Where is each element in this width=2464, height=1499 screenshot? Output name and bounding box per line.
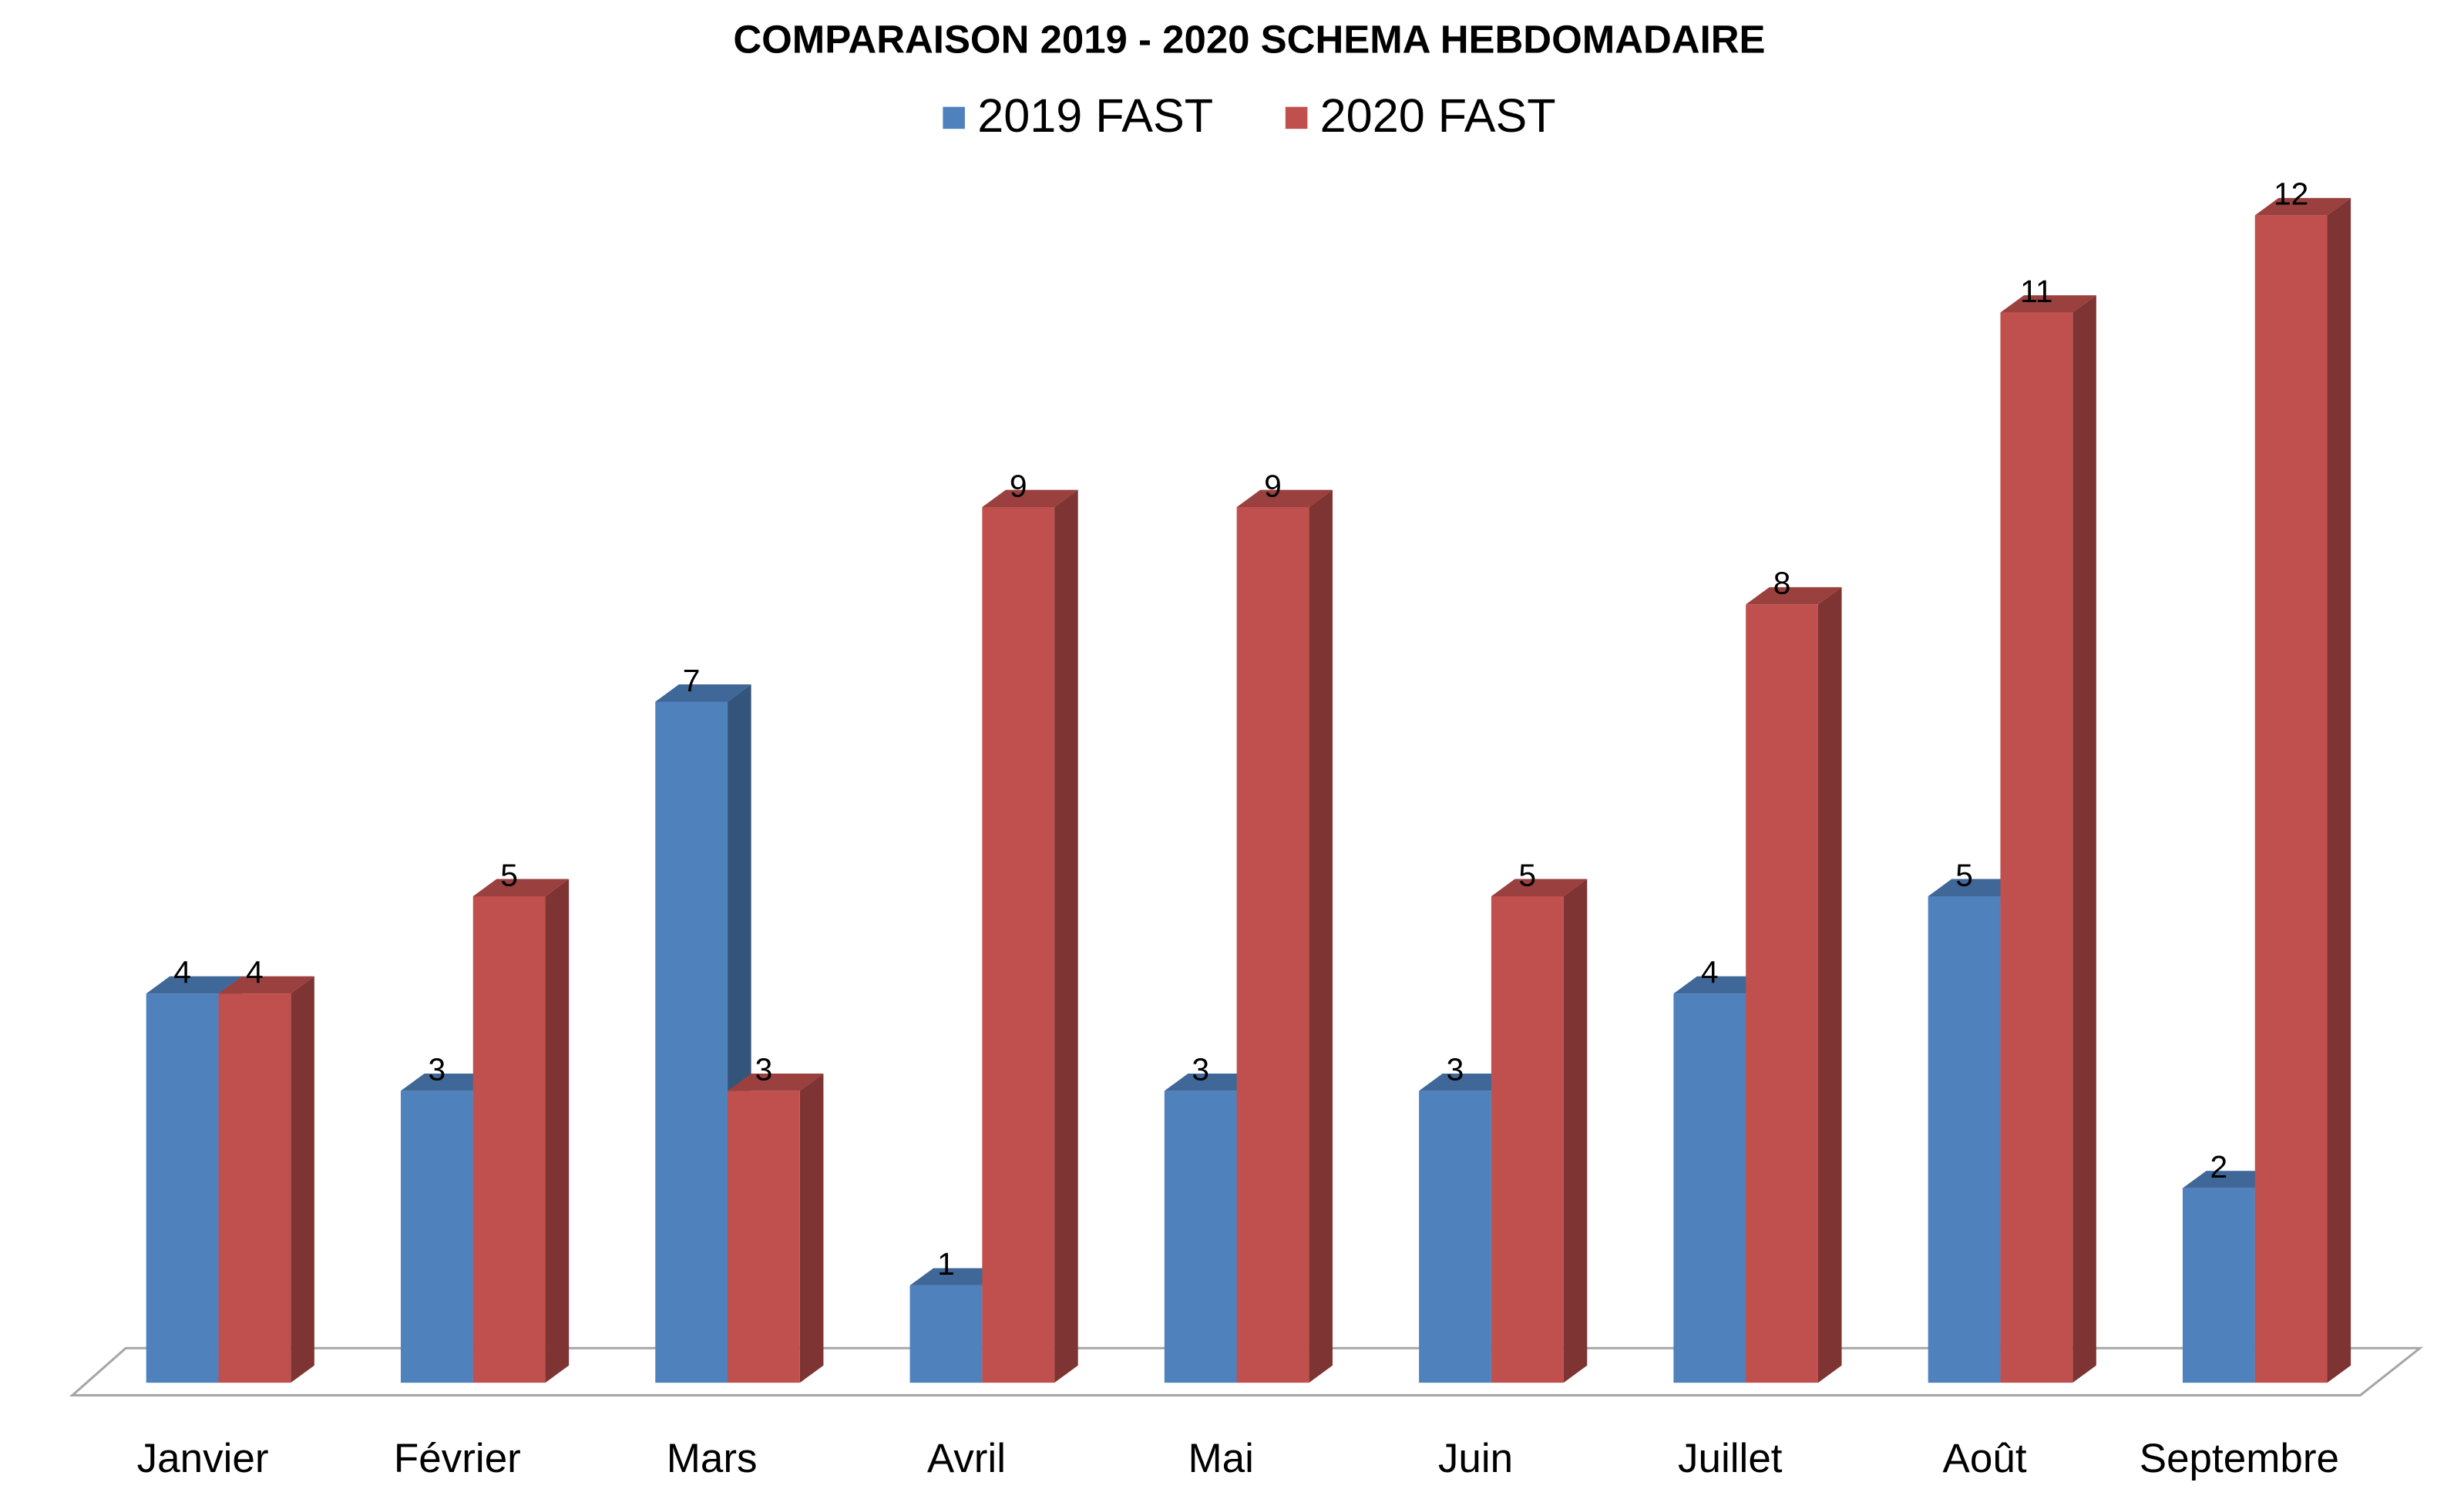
bar	[1491, 896, 1564, 1383]
bar-side	[545, 879, 570, 1383]
x-tick-label: Avril	[927, 1436, 1006, 1481]
bar	[1673, 993, 1746, 1383]
bar	[1746, 604, 1818, 1383]
data-label: 9	[1010, 468, 1027, 503]
bar	[1236, 507, 1309, 1383]
x-tick-label: Mars	[667, 1436, 758, 1481]
bar-top	[1491, 879, 1588, 896]
bar-top	[1236, 489, 1333, 508]
bar	[1928, 896, 2001, 1383]
bar-top	[909, 1268, 1006, 1286]
bar-top	[728, 1073, 824, 1091]
floor	[69, 1346, 2424, 1396]
bar	[400, 1091, 473, 1383]
bar-top	[1746, 586, 1842, 605]
bar-top	[146, 976, 243, 994]
bar-side	[1054, 489, 1078, 1383]
bar-top	[655, 684, 751, 702]
x-tick-label: Juillet	[1678, 1436, 1783, 1481]
bar-top	[1928, 879, 2025, 896]
x-tick-label: Septembre	[2140, 1436, 2339, 1481]
data-label: 11	[2020, 274, 2052, 309]
data-label: 12	[2274, 176, 2308, 212]
bar-side	[2072, 295, 2096, 1383]
bar-top	[2254, 197, 2351, 216]
bar	[909, 1285, 983, 1383]
data-label: 3	[1447, 1052, 1464, 1087]
bar	[218, 993, 291, 1383]
bar	[1419, 1091, 1491, 1383]
data-label: 5	[1955, 857, 1973, 892]
data-label: 1	[937, 1246, 955, 1282]
legend-swatch	[943, 106, 965, 129]
x-tick-label: Février	[394, 1436, 521, 1481]
data-label: 7	[683, 663, 701, 698]
data-label: 5	[1518, 857, 1536, 892]
data-label: 3	[755, 1052, 773, 1087]
bar	[2182, 1188, 2255, 1383]
bar-top	[1673, 976, 1770, 994]
bar	[728, 1091, 800, 1383]
x-tick-label: Juin	[1438, 1436, 1513, 1481]
x-tick-label: Janvier	[137, 1436, 269, 1481]
data-label: 4	[173, 954, 191, 990]
data-label: 3	[429, 1052, 446, 1087]
bar	[1164, 1091, 1237, 1383]
bar-side	[1817, 586, 1842, 1383]
bar-top	[2182, 1171, 2279, 1188]
legend-label: 2020 FAST	[1320, 89, 1556, 142]
data-label: 5	[500, 857, 518, 892]
data-label: 8	[1773, 566, 1791, 601]
data-label: 4	[1701, 954, 1719, 990]
x-tick-label: Août	[1943, 1436, 2027, 1481]
bar-side	[1563, 879, 1588, 1383]
bar-top	[218, 976, 314, 994]
bar-side	[291, 976, 314, 1383]
bar-side	[1309, 489, 1333, 1383]
bar-side	[2327, 197, 2351, 1383]
bar-side	[799, 1073, 824, 1383]
bar	[146, 993, 219, 1383]
bar-top	[982, 489, 1078, 508]
bar	[2254, 215, 2328, 1383]
data-label: 3	[1192, 1052, 1209, 1087]
bar-top	[2000, 295, 2096, 313]
bar	[982, 507, 1055, 1383]
bar	[472, 896, 546, 1383]
x-tick-label: Mai	[1188, 1436, 1254, 1481]
data-label: 9	[1264, 468, 1282, 503]
bar-top	[1419, 1073, 1515, 1091]
legend-label: 2019 FAST	[977, 89, 1213, 142]
data-label: 4	[246, 954, 264, 990]
bar	[655, 701, 728, 1383]
data-label: 2	[2210, 1149, 2228, 1185]
bar-top	[400, 1073, 497, 1091]
bar	[2000, 312, 2073, 1383]
bar-top	[1164, 1073, 1261, 1091]
bar-top	[472, 879, 570, 896]
legend-swatch	[1285, 106, 1308, 129]
chart-title: COMPARAISON 2019 - 2020 SCHEMA HEBDOMADA…	[733, 18, 1765, 62]
